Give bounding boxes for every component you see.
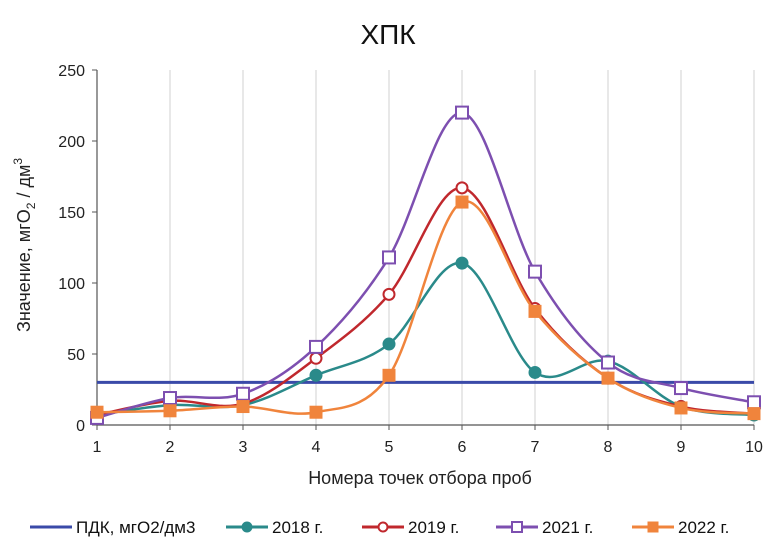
grid xyxy=(169,70,755,425)
series-line-1 xyxy=(96,261,755,417)
legend-label: 2021 г. xyxy=(542,518,593,537)
legend-swatch-marker xyxy=(647,521,659,533)
data-point-1-6 xyxy=(455,256,469,270)
data-point-4-8 xyxy=(601,371,615,385)
y-axis-title-subscript: 2 xyxy=(24,202,38,209)
legend-swatch-marker xyxy=(511,521,523,533)
series-line-4 xyxy=(96,200,755,415)
data-point-2-4 xyxy=(309,351,323,365)
x-tick-label: 9 xyxy=(677,439,686,456)
y-tick-label: 200 xyxy=(58,134,85,151)
legend-item-3: 2021 г. xyxy=(496,518,593,537)
y-tick-label: 0 xyxy=(76,418,85,435)
data-point-3-4 xyxy=(309,339,323,354)
y-tick-label: 150 xyxy=(58,205,85,222)
series-2 xyxy=(90,181,761,422)
legend-swatch-marker xyxy=(377,521,389,533)
y-tick-labels: 0 50 100 150 200 250 xyxy=(58,63,97,435)
data-point-3-2 xyxy=(163,391,177,406)
data-point-4-6 xyxy=(455,195,469,209)
data-point-3-7 xyxy=(528,264,542,279)
y-axis-title-main: Значение, мгО xyxy=(14,209,34,332)
legend: ПДК, мгО2/дм3 2018 г. 2019 г. 2021 г. 2022 г… xyxy=(30,518,729,537)
legend-label: 2019 г. xyxy=(408,518,459,537)
data-point-4-5 xyxy=(382,368,396,382)
y-axis-title: Значение, мгО2 / дм3 xyxy=(11,158,38,332)
data-point-1-7 xyxy=(528,365,542,379)
series-line-3 xyxy=(96,111,755,420)
y-axis-title-superscript: 3 xyxy=(11,158,25,165)
data-point-2-5 xyxy=(382,287,396,301)
x-tick-label: 10 xyxy=(745,439,763,456)
series-4 xyxy=(90,195,761,421)
data-point-4-2 xyxy=(163,404,177,418)
y-tick-label: 250 xyxy=(58,63,85,80)
series-3 xyxy=(90,105,761,425)
data-point-4-1 xyxy=(90,405,104,419)
chart-title: ХПК xyxy=(360,19,416,50)
x-tick-label: 7 xyxy=(531,439,540,456)
legend-label: 2022 г. xyxy=(678,518,729,537)
legend-swatch-marker xyxy=(241,521,253,533)
data-point-2-6 xyxy=(455,181,469,195)
plot-area: 0 50 100 150 200 250 1 2 3 4 5 6 7 8 9 10 xyxy=(58,63,763,456)
axes xyxy=(96,70,754,426)
data-point-3-3 xyxy=(236,386,250,401)
x-tick-label: 6 xyxy=(458,439,467,456)
data-point-4-3 xyxy=(236,400,250,414)
data-point-4-10 xyxy=(747,407,761,421)
data-point-1-4 xyxy=(309,368,323,382)
legend-item-0: ПДК, мгО2/дм3 xyxy=(30,518,195,537)
data-point-3-5 xyxy=(382,250,396,265)
series-group xyxy=(90,105,761,425)
legend-label: 2018 г. xyxy=(272,518,323,537)
data-point-1-5 xyxy=(382,337,396,351)
x-tick-labels: 1 2 3 4 5 6 7 8 9 10 xyxy=(93,425,763,456)
x-tick-label: 3 xyxy=(239,439,248,456)
legend-item-1: 2018 г. xyxy=(226,518,323,537)
x-tick-label: 8 xyxy=(604,439,613,456)
y-tick-label: 100 xyxy=(58,276,85,293)
legend-item-2: 2019 г. xyxy=(362,518,459,537)
legend-item-4: 2022 г. xyxy=(632,518,729,537)
legend-label: ПДК, мгО2/дм3 xyxy=(76,518,195,537)
data-point-3-6 xyxy=(455,105,469,120)
data-point-4-4 xyxy=(309,405,323,419)
x-tick-label: 4 xyxy=(312,439,321,456)
data-point-4-9 xyxy=(674,401,688,415)
x-tick-label: 2 xyxy=(166,439,175,456)
data-point-3-10 xyxy=(747,395,761,410)
y-tick-label: 50 xyxy=(67,347,85,364)
data-point-3-9 xyxy=(674,381,688,396)
data-point-4-7 xyxy=(528,304,542,318)
x-tick-label: 5 xyxy=(385,439,394,456)
y-axis-title-unit: / дм xyxy=(14,165,34,203)
data-point-3-8 xyxy=(601,355,615,370)
x-axis-title: Номера точек отбора проб xyxy=(308,468,532,488)
x-tick-label: 1 xyxy=(93,439,102,456)
